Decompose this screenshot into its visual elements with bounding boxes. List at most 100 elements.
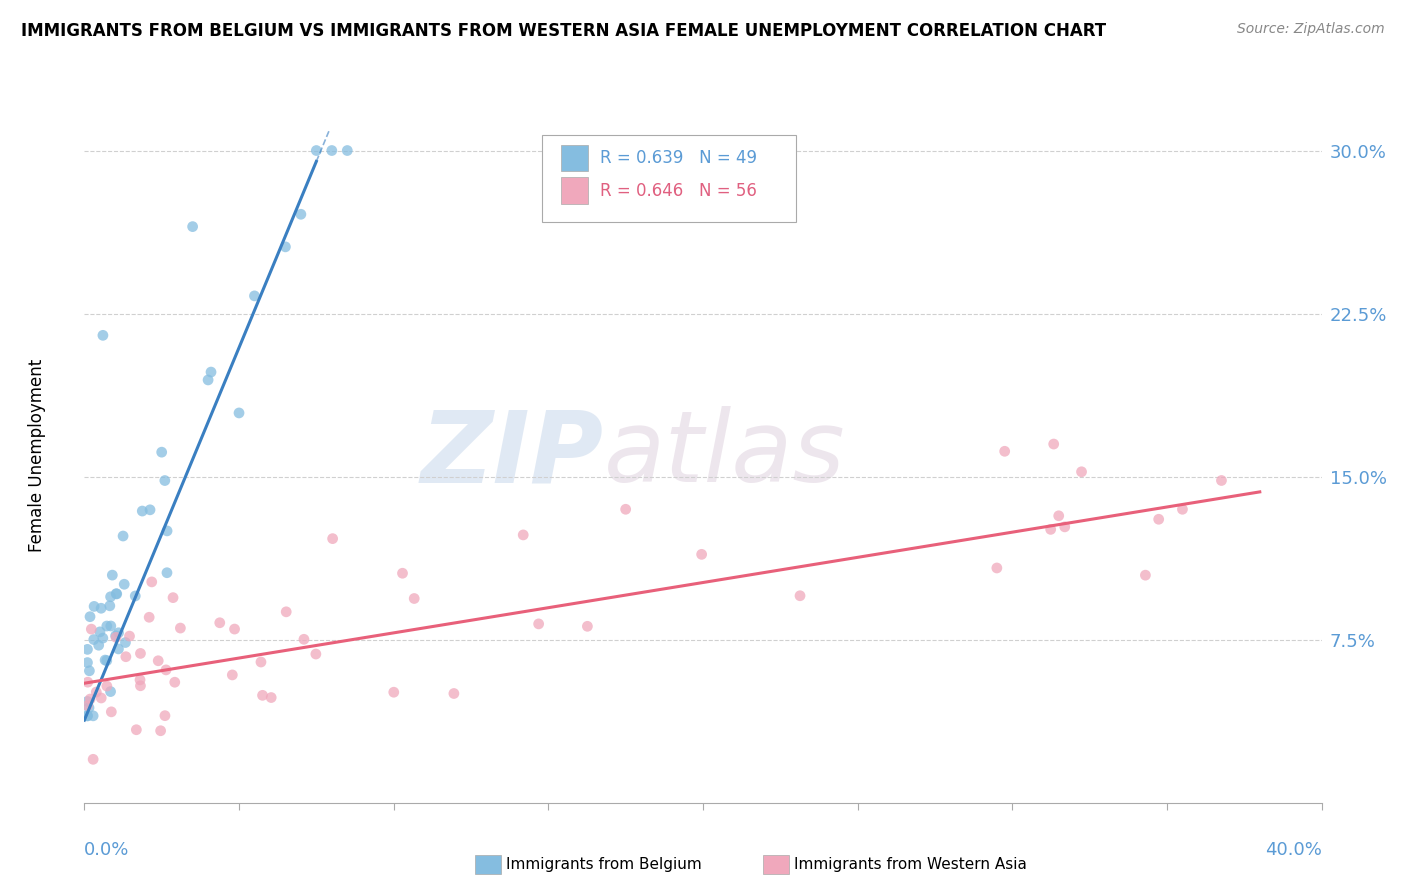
- Point: [98, 599, 121, 613]
- Point: [1042, 437, 1064, 451]
- Text: ZIP: ZIP: [420, 407, 605, 503]
- Point: [150, 445, 173, 459]
- Point: [84, 685, 107, 699]
- Point: [82, 752, 104, 766]
- Point: [76, 642, 98, 657]
- Point: [181, 219, 204, 234]
- Point: [83, 599, 105, 614]
- Point: [107, 641, 129, 656]
- Point: [115, 649, 138, 664]
- Point: [1053, 520, 1076, 534]
- Point: [77, 700, 100, 714]
- Point: [443, 686, 465, 700]
- Point: [148, 654, 170, 668]
- Point: [305, 647, 328, 661]
- Point: [169, 621, 191, 635]
- Point: [94, 653, 117, 667]
- Point: [96, 619, 118, 633]
- Point: [208, 615, 231, 630]
- Point: [1147, 512, 1170, 526]
- Point: [1211, 474, 1233, 488]
- Point: [260, 690, 283, 705]
- Point: [243, 289, 266, 303]
- Point: [321, 144, 343, 158]
- Point: [83, 632, 105, 647]
- Point: [76, 675, 98, 690]
- Point: [105, 631, 128, 645]
- Point: [986, 561, 1008, 575]
- Point: [76, 708, 98, 723]
- Text: 40.0%: 40.0%: [1265, 841, 1322, 859]
- Point: [305, 144, 328, 158]
- Point: [382, 685, 405, 699]
- Point: [125, 723, 148, 737]
- Text: Source: ZipAtlas.com: Source: ZipAtlas.com: [1237, 22, 1385, 37]
- Text: 0.0%: 0.0%: [84, 841, 129, 859]
- Point: [100, 705, 122, 719]
- Point: [104, 629, 127, 643]
- Point: [124, 589, 146, 603]
- Point: [1047, 508, 1070, 523]
- Text: R = 0.639   N = 49: R = 0.639 N = 49: [600, 149, 758, 167]
- Point: [100, 684, 122, 698]
- Point: [118, 629, 141, 643]
- Point: [107, 625, 129, 640]
- Point: [141, 574, 163, 589]
- Point: [391, 566, 413, 581]
- FancyBboxPatch shape: [543, 135, 796, 222]
- Point: [114, 635, 136, 649]
- Text: atlas: atlas: [605, 407, 845, 503]
- Point: [156, 566, 179, 580]
- Point: [90, 601, 112, 615]
- Text: R = 0.646   N = 56: R = 0.646 N = 56: [600, 182, 758, 200]
- Point: [1039, 522, 1062, 536]
- Point: [129, 679, 152, 693]
- Point: [87, 638, 110, 652]
- Point: [252, 689, 274, 703]
- Point: [153, 474, 176, 488]
- Point: [197, 373, 219, 387]
- Point: [129, 673, 152, 687]
- Point: [76, 656, 98, 670]
- Text: Immigrants from Western Asia: Immigrants from Western Asia: [794, 857, 1028, 871]
- Point: [512, 528, 534, 542]
- Point: [138, 610, 160, 624]
- FancyBboxPatch shape: [561, 178, 588, 203]
- Point: [322, 532, 344, 546]
- Point: [163, 675, 186, 690]
- Point: [96, 679, 118, 693]
- Point: [91, 631, 114, 645]
- Point: [105, 587, 128, 601]
- Point: [224, 622, 246, 636]
- Text: IMMIGRANTS FROM BELGIUM VS IMMIGRANTS FROM WESTERN ASIA FEMALE UNEMPLOYMENT CORR: IMMIGRANTS FROM BELGIUM VS IMMIGRANTS FR…: [21, 22, 1107, 40]
- Point: [290, 207, 312, 221]
- Point: [100, 619, 122, 633]
- Point: [76, 698, 98, 713]
- Point: [139, 503, 162, 517]
- Point: [200, 365, 222, 379]
- Point: [101, 568, 124, 582]
- Point: [79, 609, 101, 624]
- Point: [221, 668, 243, 682]
- FancyBboxPatch shape: [561, 145, 588, 171]
- Point: [76, 708, 98, 723]
- Point: [162, 591, 184, 605]
- Point: [690, 547, 713, 561]
- Point: [82, 708, 104, 723]
- Point: [79, 664, 101, 678]
- Point: [576, 619, 599, 633]
- Point: [131, 504, 153, 518]
- Point: [276, 605, 298, 619]
- Point: [91, 328, 114, 343]
- Point: [155, 663, 177, 677]
- Point: [149, 723, 172, 738]
- Point: [105, 587, 128, 601]
- Point: [527, 616, 550, 631]
- Point: [292, 632, 315, 647]
- Point: [404, 591, 426, 606]
- Text: Immigrants from Belgium: Immigrants from Belgium: [506, 857, 702, 871]
- Point: [112, 577, 135, 591]
- Point: [994, 444, 1017, 458]
- Point: [1135, 568, 1157, 582]
- Point: [250, 655, 273, 669]
